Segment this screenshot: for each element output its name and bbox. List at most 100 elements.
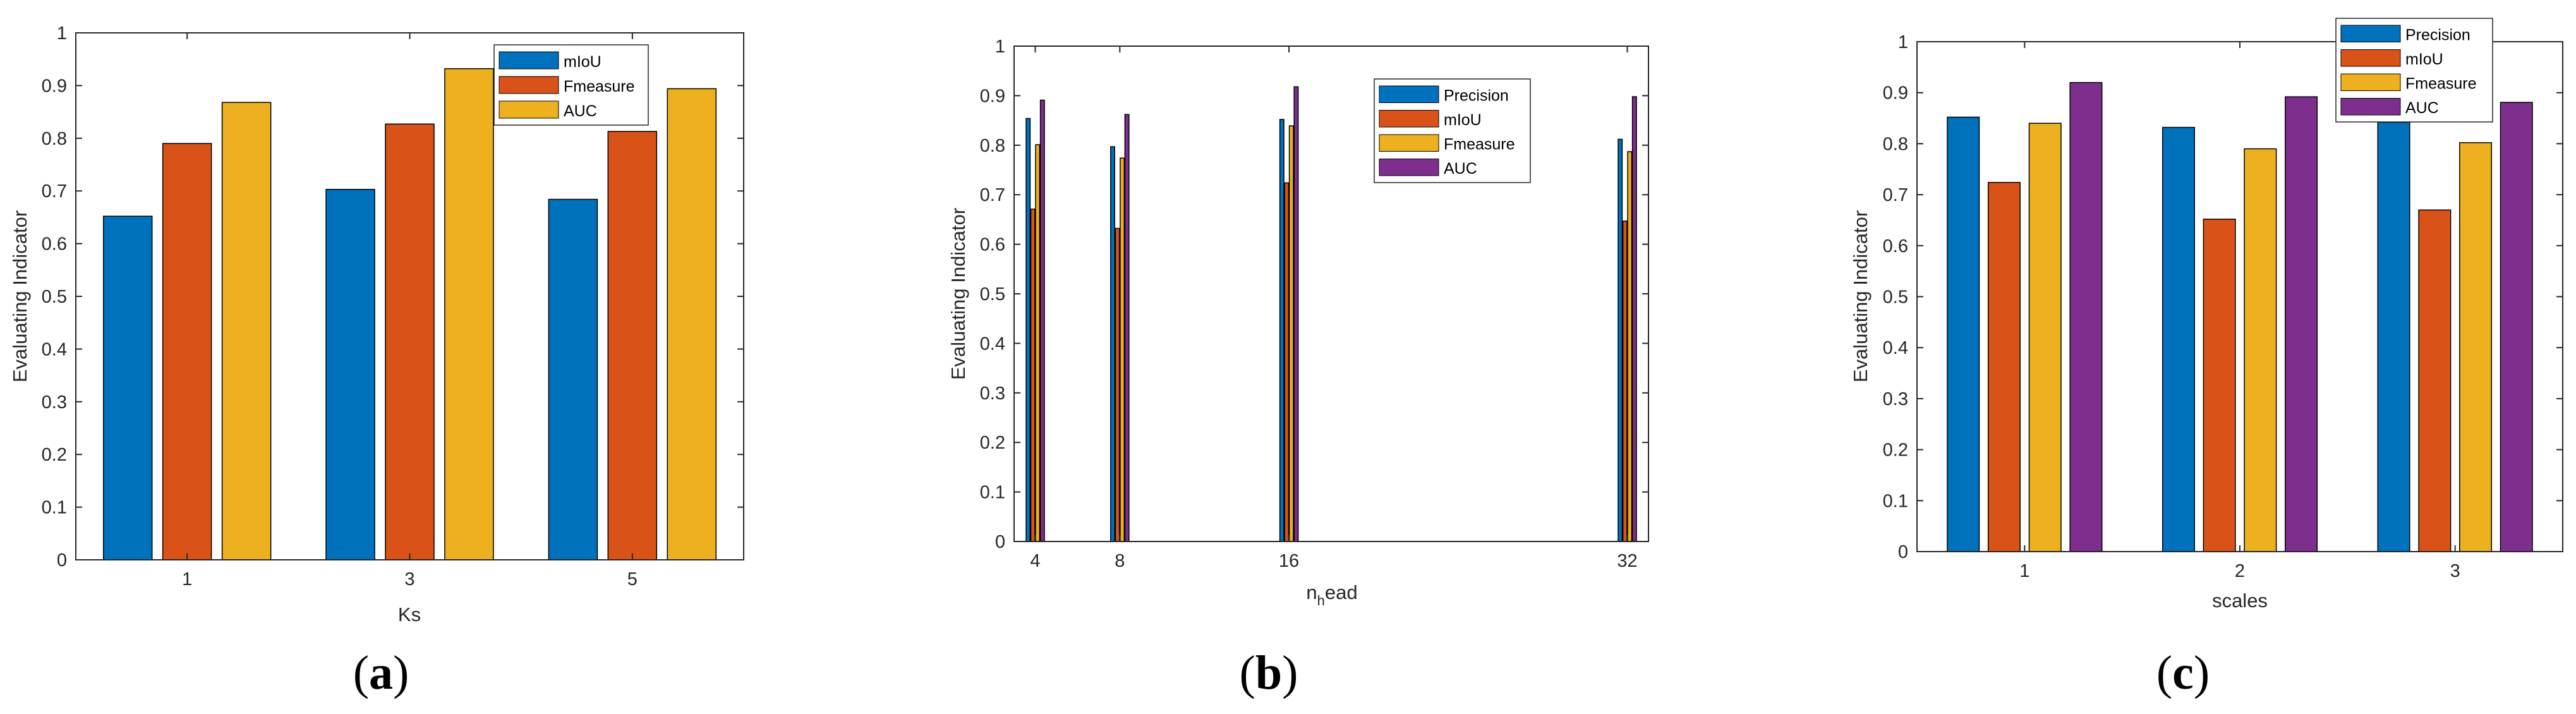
ytick-label: 0.3 [42,392,67,413]
xtick-label: 4 [1030,551,1040,571]
legend-label-fmeasure: Fmeasure [564,78,635,95]
legend-swatch-fmeasure [2340,73,2401,91]
ytick-label: 0 [57,550,67,571]
legend-swatch-fmeasure [1379,134,1439,152]
legend-label-miou: mIoU [1444,111,1482,129]
ytick-label: 0.4 [980,334,1005,354]
bar-precision-16 [1279,119,1285,542]
legend-label-precision: Precision [1444,87,1509,105]
xtick-label: 2 [2235,561,2245,581]
panel-b: 0 0.1 0.2 0.3 0.4 0.5 0.6 0.7 0.8 0.9 1 4 8 16 32 Eva… [947,37,1649,699]
legend-label-auc: AUC [1444,160,1477,178]
ytick-label: 0.5 [1883,287,1908,308]
panel-b-ylabel: Evaluating Indicator [947,208,969,380]
ytick-label: 1 [57,23,67,44]
xtick-label: 1 [2019,561,2029,581]
ytick-label: 0.6 [980,235,1005,255]
legend-swatch-fmeasure [499,76,559,94]
panel-b-axes-box [1013,45,1649,542]
panel-a-ylabel: Evaluating Indicator [9,210,31,382]
panel-a-bars [102,68,717,560]
legend-label-auc: AUC [564,102,597,120]
ytick-label: 0.9 [980,86,1005,106]
panel-b-xlabel: nhead [1306,581,1357,608]
panel-c: 0 0.1 0.2 0.3 0.4 0.5 0.6 0.7 0.8 0.9 1 1 2 3 Evalua… [1849,18,2563,699]
ytick-label: 0.6 [42,234,67,255]
legend-label-miou: mIoU [564,53,602,71]
bar-miou-16 [1284,182,1290,542]
legend-swatch-miou [2340,49,2401,67]
bar-auc-1 [221,102,272,560]
bar-miou-2 [2203,219,2236,552]
ytick-label: 0.2 [1883,440,1908,461]
bar-precision-8 [1110,146,1115,542]
bar-miou-4 [1030,209,1036,542]
ytick-label: 0.9 [42,76,67,96]
ytick-label: 1 [995,37,1005,57]
ytick-label: 0.1 [980,483,1005,503]
ytick-label: 0.8 [1883,134,1908,154]
ytick-label: 0 [995,532,1005,552]
ytick-label: 0.7 [42,181,67,202]
ytick-label: 0.5 [42,287,67,307]
bar-miou-1 [102,215,153,560]
bar-miou-3 [325,188,375,560]
xtick-label: 3 [2450,561,2460,581]
ytick-label: 0.1 [1883,491,1908,511]
ytick-label: 0.3 [980,384,1005,404]
bar-auc-2 [2285,96,2318,552]
ytick-label: 0.2 [42,445,67,465]
bar-auc-3 [2500,102,2533,552]
ytick-label: 0.8 [42,129,67,149]
bar-miou-1 [1987,181,2021,552]
legend-swatch-auc [499,100,559,119]
panel-b-yticks: 0 0.1 0.2 0.3 0.4 0.5 0.6 0.7 0.8 0.9 1 [980,37,1648,552]
bar-auc-5 [667,88,717,560]
panel-c-legend: Precision mIoU Fmeasure AUC [2335,18,2493,123]
legend-label-auc: AUC [2405,99,2439,117]
bar-fmeasure-3 [385,123,435,560]
legend-label-miou: mIoU [2405,51,2443,68]
bar-precision-1 [1947,116,1980,552]
panel-c-xticks: 1 2 3 [2019,42,2460,581]
ytick-label: 1 [1898,32,1908,52]
panel-a-legend: mIoU Fmeasure AUC [493,44,649,126]
panel-c-xlabel: scales [2212,590,2268,612]
ytick-label: 0.3 [1883,389,1908,409]
ytick-label: 0.7 [980,185,1005,205]
bar-precision-32 [1618,138,1623,542]
ytick-label: 0.2 [980,433,1005,453]
xtick-label: 5 [627,569,638,590]
ytick-label: 0.8 [980,136,1005,156]
bar-miou-3 [2418,209,2452,552]
legend-label-fmeasure: Fmeasure [2405,75,2477,93]
xtick-label: 3 [404,569,414,590]
bar-miou-32 [1622,221,1628,542]
xtick-label: 8 [1115,551,1125,571]
bar-auc-3 [444,68,494,560]
legend-swatch-miou [1379,110,1439,128]
bar-fmeasure-4 [1035,144,1041,542]
panel-b-caption: (b) [1240,646,1298,699]
bar-auc-1 [2069,82,2103,552]
panel-a-xlabel: Ks [398,603,421,626]
legend-swatch-precision [1379,85,1439,103]
legend-label-fmeasure: Fmeasure [1444,136,1515,154]
bar-fmeasure-16 [1288,125,1294,542]
ytick-label: 0.9 [1883,83,1908,104]
ytick-label: 0.4 [42,339,67,360]
bar-fmeasure-2 [2244,148,2277,552]
bar-fmeasure-5 [607,131,658,560]
bar-miou-8 [1115,227,1120,542]
panel-c-caption: (c) [2156,646,2210,699]
panel-b-xticks: 4 8 16 32 [1030,46,1638,571]
bar-fmeasure-1 [162,143,212,560]
panel-a-caption: (a) [353,646,409,699]
legend-swatch-auc [2340,98,2401,116]
panel-c-yticks: 0 0.1 0.2 0.3 0.4 0.5 0.6 0.7 0.8 0.9 1 [1883,32,2563,562]
bar-precision-2 [2162,126,2195,552]
panel-a-xticks: 1 3 5 [182,33,638,590]
panel-b-bars [1025,86,1637,542]
ytick-label: 0.6 [1883,236,1908,257]
